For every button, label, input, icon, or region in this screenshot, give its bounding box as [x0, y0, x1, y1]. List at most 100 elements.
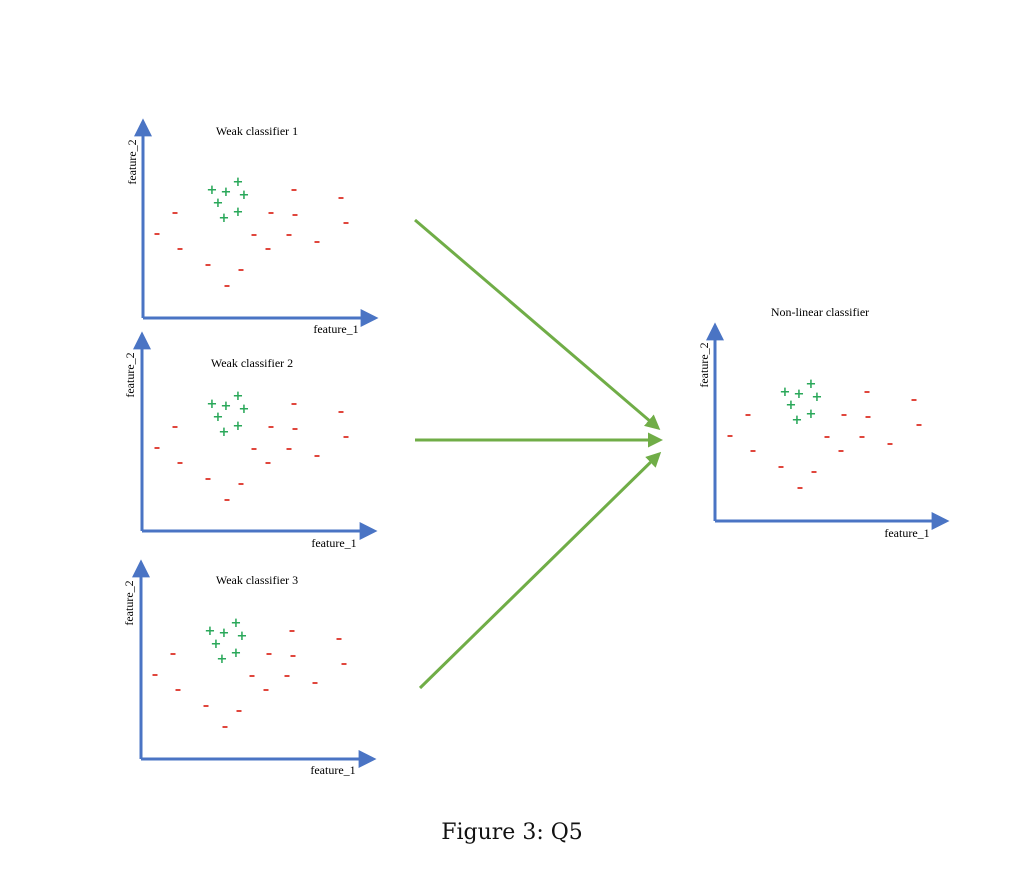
y-axis-label: feature_2 — [697, 342, 711, 387]
negative-sample-marker — [251, 448, 257, 450]
positive-sample-marker: + — [239, 188, 250, 203]
positive-sample-marker: + — [812, 390, 823, 405]
positive-sample-marker: + — [233, 419, 244, 434]
arrow-from-classifier-3 — [418, 451, 662, 690]
positive-sample-marker: + — [231, 616, 242, 631]
negative-sample-marker — [236, 710, 242, 712]
negative-sample-marker — [314, 455, 320, 457]
negative-sample-marker — [263, 689, 269, 691]
panel-weak-classifier-1: Weak classifier 1 feature_1 feature_2 + +… — [125, 118, 379, 336]
panel-non-linear-classifier: Non-linear classifier feature_1 feature_… — [697, 305, 950, 540]
negative-sample-marker — [154, 233, 160, 235]
negative-sample-marker — [170, 653, 176, 655]
positive-sample-marker: + — [213, 410, 224, 425]
negative-sample-marker — [338, 411, 344, 413]
negative-sample-marker — [341, 663, 347, 665]
negative-sample-marker — [265, 248, 271, 250]
x-axis-label: feature_1 — [311, 536, 356, 550]
y-axis-label: feature_2 — [123, 352, 137, 397]
x-axis-label: feature_1 — [313, 322, 358, 336]
positive-sample-marker: + — [217, 652, 228, 667]
ensemble-arrows — [414, 218, 663, 690]
figure-caption: Figure 3: Q5 — [441, 820, 583, 845]
positive-sample-marker: + — [794, 387, 805, 402]
negative-sample-marker — [750, 450, 756, 452]
negative-sample-marker — [916, 424, 922, 426]
positive-sample-marker: + — [233, 205, 244, 220]
positive-sample-marker: + — [792, 413, 803, 428]
negative-sample-marker — [268, 426, 274, 428]
negative-sample-marker — [172, 426, 178, 428]
negative-sample-marker — [838, 450, 844, 452]
negative-sample-marker — [289, 630, 295, 632]
negative-sample-marker — [338, 197, 344, 199]
negative-sample-marker — [203, 705, 209, 707]
negative-sample-marker — [291, 403, 297, 405]
positive-sample-marker: + — [219, 425, 230, 440]
positive-sample-marker: + — [219, 211, 230, 226]
panel-weak-classifier-2: Weak classifier 2 feature_1 feature_2 + +… — [123, 331, 378, 550]
negative-sample-marker — [811, 471, 817, 473]
positive-sample-marker: + — [237, 629, 248, 644]
negative-sample-marker — [284, 675, 290, 677]
x-axis-label: feature_1 — [310, 763, 355, 777]
negative-sample-marker — [841, 414, 847, 416]
negative-sample-marker — [745, 414, 751, 416]
positive-sample-marker: + — [213, 196, 224, 211]
positive-sample-marker: + — [239, 402, 250, 417]
positive-sample-marker: + — [806, 407, 817, 422]
panel-title: Weak classifier 1 — [216, 124, 298, 138]
negative-sample-marker — [292, 428, 298, 430]
negative-sample-marker — [865, 416, 871, 418]
data-points: + ++++++ — [152, 616, 347, 728]
negative-sample-marker — [887, 443, 893, 445]
negative-sample-marker — [224, 285, 230, 287]
negative-sample-marker — [314, 241, 320, 243]
negative-sample-marker — [251, 234, 257, 236]
negative-sample-marker — [238, 269, 244, 271]
negative-sample-marker — [291, 189, 297, 191]
panel-title: Weak classifier 3 — [216, 573, 298, 587]
negative-sample-marker — [797, 487, 803, 489]
negative-sample-marker — [336, 638, 342, 640]
negative-sample-marker — [177, 462, 183, 464]
negative-sample-marker — [154, 447, 160, 449]
negative-sample-marker — [290, 655, 296, 657]
positive-sample-marker: + — [219, 626, 230, 641]
data-points: + ++++++ — [727, 377, 922, 489]
negative-sample-marker — [222, 726, 228, 728]
negative-sample-marker — [286, 448, 292, 450]
negative-sample-marker — [727, 435, 733, 437]
panel-title: Non-linear classifier — [771, 305, 869, 319]
y-axis-label: feature_2 — [122, 580, 136, 625]
negative-sample-marker — [177, 248, 183, 250]
negative-sample-marker — [152, 674, 158, 676]
negative-sample-marker — [249, 675, 255, 677]
positive-sample-marker: + — [205, 624, 216, 639]
negative-sample-marker — [266, 653, 272, 655]
negative-sample-marker — [312, 682, 318, 684]
negative-sample-marker — [172, 212, 178, 214]
arrow-from-classifier-1 — [414, 218, 661, 430]
negative-sample-marker — [265, 462, 271, 464]
negative-sample-marker — [268, 212, 274, 214]
negative-sample-marker — [286, 234, 292, 236]
positive-sample-marker: + — [780, 385, 791, 400]
panel-title: Weak classifier 2 — [211, 356, 293, 370]
positive-sample-marker: + — [786, 398, 797, 413]
negative-sample-marker — [175, 689, 181, 691]
negative-sample-marker — [205, 264, 211, 266]
positive-sample-marker: + — [221, 399, 232, 414]
data-points: + ++++++ — [154, 389, 349, 501]
positive-sample-marker: + — [211, 637, 222, 652]
positive-sample-marker: + — [806, 377, 817, 392]
y-axis-label: feature_2 — [125, 139, 139, 184]
positive-sample-marker: + — [233, 175, 244, 190]
positive-sample-marker: + — [233, 389, 244, 404]
negative-sample-marker — [224, 499, 230, 501]
positive-sample-marker: + — [231, 646, 242, 661]
positive-sample-marker: + — [207, 397, 218, 412]
negative-sample-marker — [238, 483, 244, 485]
negative-sample-marker — [343, 222, 349, 224]
